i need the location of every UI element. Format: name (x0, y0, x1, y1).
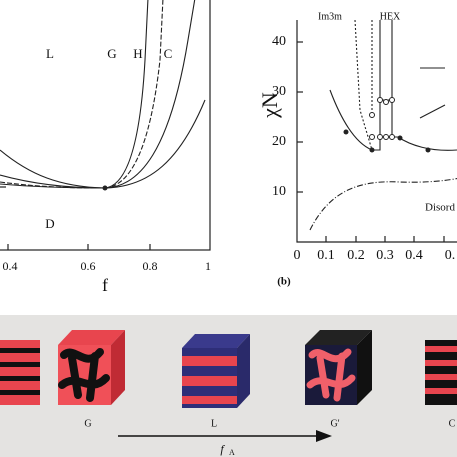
panel-b: 40 30 20 10 0 0.1 0.2 0.3 0.4 0. χN (b) … (257, 11, 457, 288)
panel-a: L G H C D 0.4 0.6 0.8 1 f (0, 0, 211, 295)
x-tick-label: 0.6 (81, 259, 96, 273)
points (343, 129, 431, 153)
morphology-label: G (84, 418, 91, 429)
y-tick-label: 20 (272, 134, 286, 149)
annotation: HEX (380, 11, 401, 22)
y-tick-label: 30 (272, 84, 286, 99)
region-label: H (133, 46, 142, 61)
cube-lamellar-edge (0, 340, 40, 405)
x-tick-label: 1 (205, 259, 211, 273)
region-label: D (45, 216, 54, 231)
axes-frame (0, 0, 211, 251)
x-tick-label: 0.8 (143, 259, 158, 273)
curve (0, 0, 196, 189)
x-tick-label: 0.3 (376, 248, 394, 263)
x-tick-label: 0 (294, 248, 301, 263)
critical-point (102, 185, 108, 191)
y-axis-label: χN (257, 92, 282, 119)
cube-lamellar (182, 334, 250, 408)
morphology-label: G' (330, 418, 339, 429)
y-tick-label: 10 (272, 184, 286, 199)
arrow-subscript: A (229, 448, 235, 457)
x-tick-label: 0.2 (347, 248, 365, 263)
axes-frame (296, 20, 457, 243)
x-tick-label: 0.1 (317, 248, 335, 263)
morphology-strip: G L G' C f A (0, 315, 457, 457)
curve (379, 20, 393, 100)
x-tick-label: 0.4 (405, 248, 423, 263)
curve (0, 0, 164, 189)
annotation: Im3m (318, 11, 342, 22)
annotation: Disord (425, 202, 455, 214)
cube-inverse-gyroid (305, 330, 372, 405)
points (369, 97, 395, 140)
curve (0, 99, 206, 189)
curve (354, 19, 373, 151)
x-axis-label: f (102, 275, 108, 295)
curve (309, 178, 457, 231)
morphology-label: L (211, 418, 217, 429)
arrowhead (316, 430, 332, 442)
region-label: C (164, 46, 173, 61)
pointer (419, 104, 446, 119)
region-label: G (107, 46, 116, 61)
x-tick-label: 0. (445, 248, 456, 263)
y-tick-label: 40 (272, 34, 286, 49)
cube-edge (425, 340, 457, 405)
cube-gyroid (58, 330, 125, 405)
curve (0, 0, 149, 189)
arrow-label: f (220, 442, 225, 456)
region-label: L (46, 46, 54, 61)
panel-label: (b) (277, 276, 291, 288)
x-tick-label: 0.4 (3, 259, 18, 273)
ticks (297, 41, 445, 242)
morphology-label: C (449, 418, 456, 429)
ticks (0, 186, 151, 250)
